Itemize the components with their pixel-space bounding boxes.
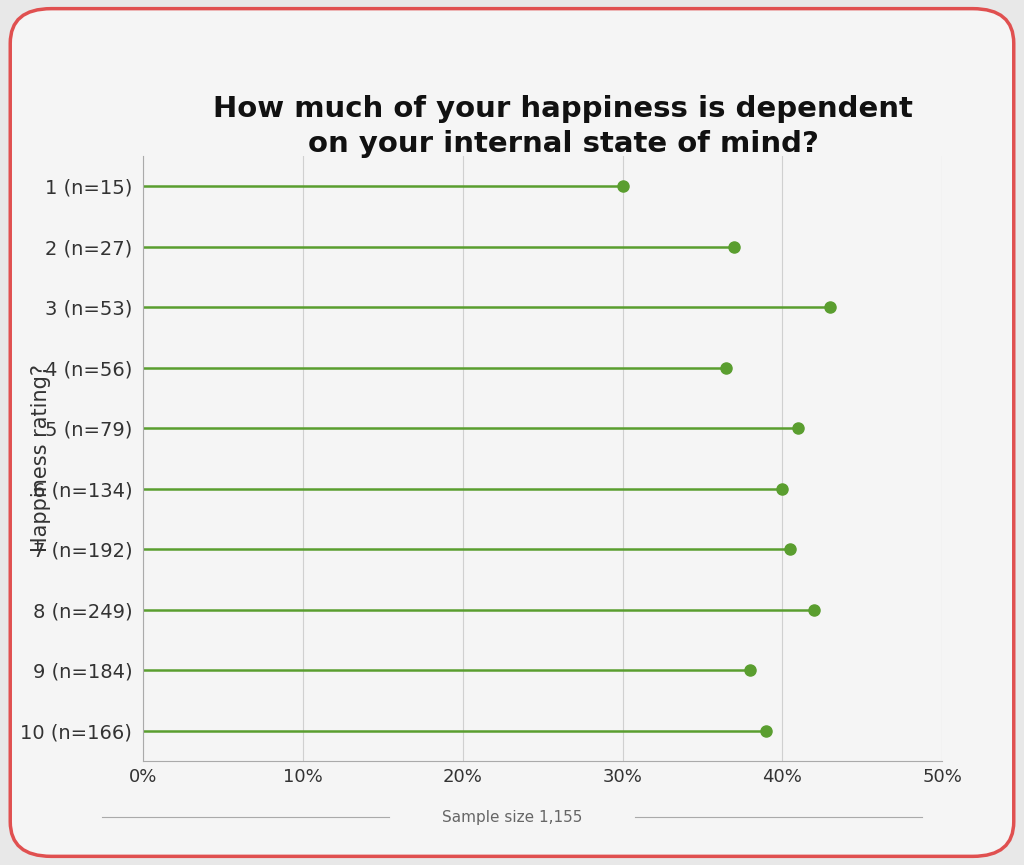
Text: Sample size 1,155: Sample size 1,155 [441,810,583,825]
Text: How much of your happiness is dependent
on your internal state of mind?: How much of your happiness is dependent … [213,95,913,157]
Text: Happiness rating?: Happiness rating? [31,364,51,553]
